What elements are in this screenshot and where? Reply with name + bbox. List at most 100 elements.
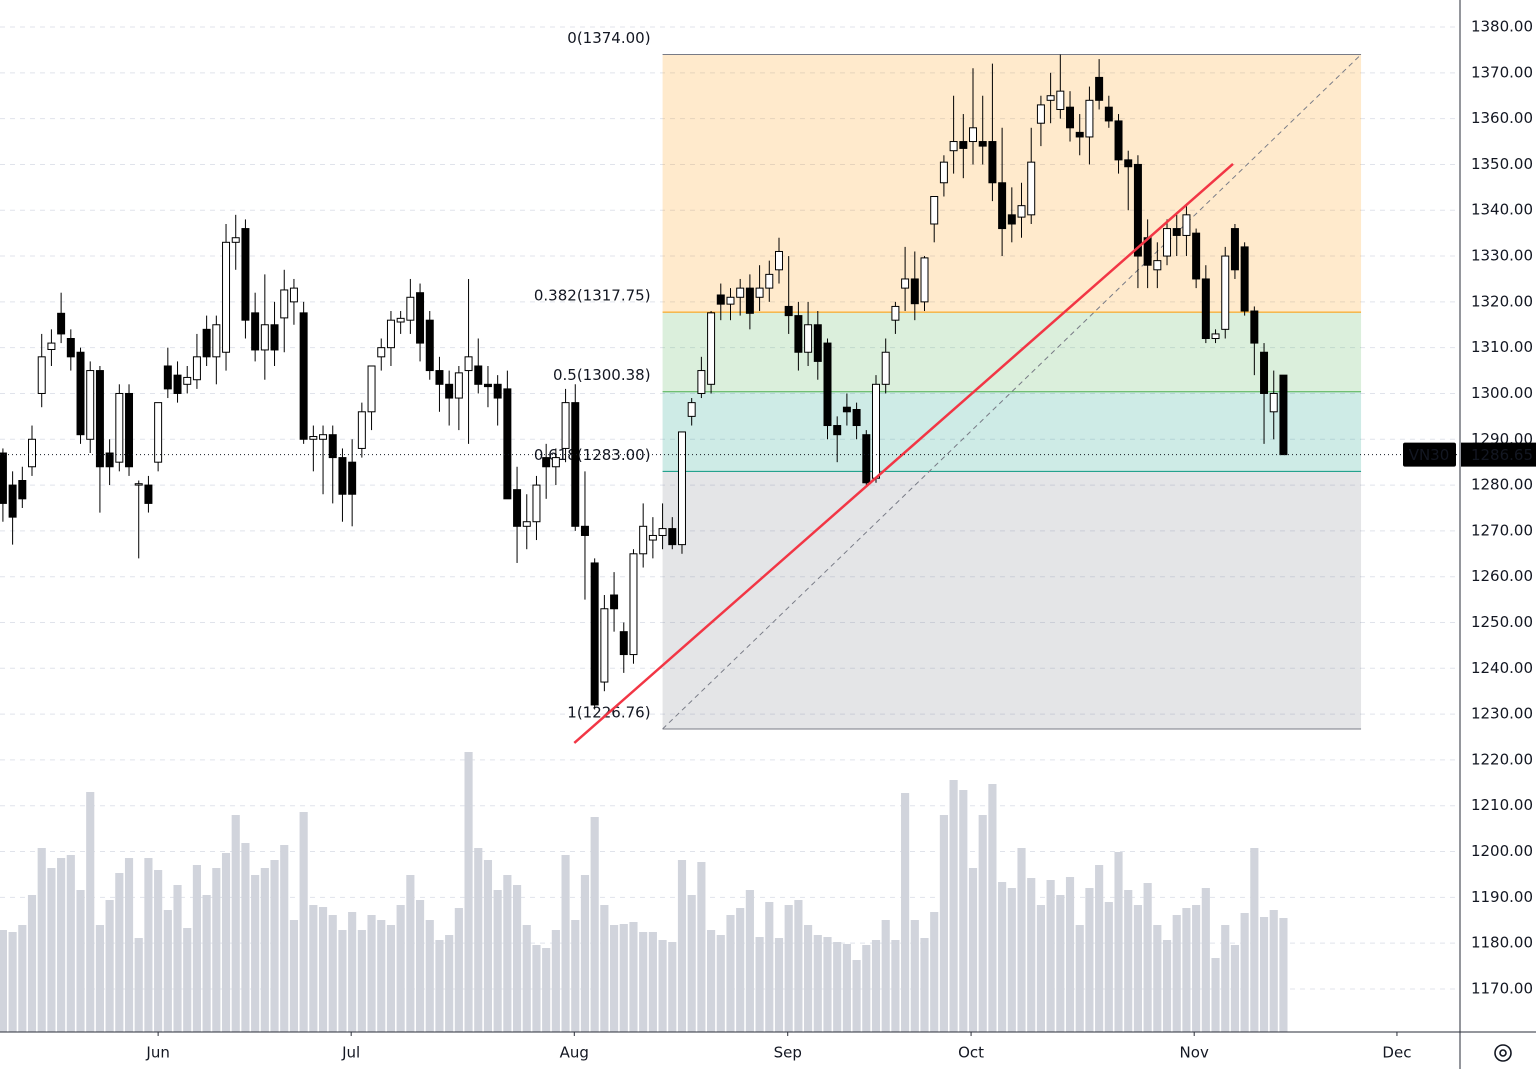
volume-bar xyxy=(231,815,240,1032)
fib-level-label: 0.5(1300.38) xyxy=(553,366,651,384)
x-tick-label: Jul xyxy=(341,1044,360,1062)
candle-body xyxy=(1279,374,1288,456)
y-tick-label: 1200.00 xyxy=(1471,842,1533,860)
y-tick-label: 1310.00 xyxy=(1471,338,1533,356)
candle-body xyxy=(406,296,415,321)
candle-body xyxy=(183,376,192,385)
y-tick-label: 1230.00 xyxy=(1471,705,1533,723)
candle-body xyxy=(212,324,221,358)
candle-body xyxy=(377,347,386,358)
candle-body xyxy=(299,312,308,440)
volume-bar xyxy=(1007,888,1016,1032)
candle-body xyxy=(483,383,492,388)
candle-body xyxy=(959,141,968,149)
x-tick-label: Sep xyxy=(774,1044,802,1062)
candle-body xyxy=(348,461,357,495)
y-tick-label: 1170.00 xyxy=(1471,979,1533,997)
volume-bar xyxy=(842,944,851,1032)
fib-level-label: 0(1374.00) xyxy=(567,29,650,47)
volume-bar xyxy=(396,905,405,1032)
candle-body xyxy=(76,351,85,436)
volume-bar xyxy=(968,868,978,1032)
y-tick-label: 1320.00 xyxy=(1471,292,1533,310)
volume-bar xyxy=(66,855,75,1032)
candle-body xyxy=(522,521,531,527)
volume-bar xyxy=(0,930,7,1032)
volume-bar xyxy=(532,945,541,1032)
y-tick-label: 1330.00 xyxy=(1471,247,1533,265)
volume-bar xyxy=(328,915,337,1032)
fibonacci-layer: 0(1374.00)0.382(1317.75)0.5(1300.38)0.61… xyxy=(534,29,1362,730)
candle-body xyxy=(726,296,735,305)
settings-button[interactable] xyxy=(1494,1044,1512,1062)
candle-body xyxy=(57,312,66,335)
volume-bar xyxy=(241,843,250,1032)
volume-bar xyxy=(512,885,522,1032)
volume-bar xyxy=(1133,905,1143,1032)
volume-bar xyxy=(134,938,143,1032)
x-tick-label: Jun xyxy=(145,1044,169,1062)
y-tick-label: 1190.00 xyxy=(1471,888,1533,906)
candle-body xyxy=(435,370,444,385)
candle-body xyxy=(222,241,231,353)
candle-body xyxy=(833,425,842,436)
candle-body xyxy=(280,289,289,319)
candle-body xyxy=(687,402,696,417)
volume-bar xyxy=(76,890,85,1032)
candle-body xyxy=(1095,76,1104,101)
volume-bar xyxy=(95,925,104,1032)
candle-body xyxy=(474,365,483,385)
volume-bar xyxy=(590,817,599,1032)
candle-body xyxy=(862,434,871,484)
volume-bar xyxy=(338,930,347,1032)
volume-bar xyxy=(37,848,46,1032)
candle-body xyxy=(648,534,657,541)
symbol-tag: VN30 xyxy=(1409,446,1450,464)
volume-bar xyxy=(765,902,774,1032)
candle-body xyxy=(872,383,880,479)
volume-bar xyxy=(1192,905,1201,1032)
candle-body xyxy=(8,484,17,518)
y-tick-label: 1250.00 xyxy=(1471,613,1533,631)
candle-body xyxy=(619,631,628,656)
volume-bar xyxy=(794,900,803,1032)
x-tick-label: Nov xyxy=(1180,1044,1209,1062)
volume-bar xyxy=(774,938,784,1032)
volume-bar xyxy=(474,848,483,1032)
x-tick-label: Aug xyxy=(560,1044,589,1062)
candle-body xyxy=(755,287,764,298)
candle-body xyxy=(930,196,939,225)
candle-body xyxy=(542,457,551,468)
candle-body xyxy=(18,480,27,500)
volume-bar xyxy=(57,858,66,1032)
candle-body xyxy=(658,528,667,536)
volume-bar xyxy=(105,900,114,1032)
candle-body xyxy=(47,342,56,350)
candle-body xyxy=(697,370,706,394)
volume-bar xyxy=(813,935,822,1032)
y-tick-label: 1360.00 xyxy=(1471,109,1533,127)
candle-body xyxy=(1153,260,1162,271)
candle-body xyxy=(289,287,298,303)
volume-bar xyxy=(348,912,357,1032)
y-tick-label: 1270.00 xyxy=(1471,521,1533,539)
volume-bar xyxy=(862,945,871,1032)
candle-body xyxy=(716,294,725,305)
candle-body xyxy=(1250,310,1259,344)
candle-body xyxy=(1027,161,1036,216)
candle-body xyxy=(192,356,201,381)
volume-bar xyxy=(86,792,95,1032)
volume-bar xyxy=(503,875,512,1032)
volume-bar xyxy=(367,915,376,1032)
volume-bar xyxy=(8,932,17,1032)
candle-body xyxy=(445,383,454,399)
volume-bar xyxy=(1279,918,1288,1032)
candle-body xyxy=(1066,106,1075,129)
volume-bar xyxy=(998,882,1007,1032)
candle-body xyxy=(95,370,104,468)
candle-body xyxy=(1201,278,1210,340)
candle-layer xyxy=(0,54,1288,710)
candle-body xyxy=(1124,159,1133,168)
candle-body xyxy=(1269,392,1278,413)
symbol-tag-bg xyxy=(1403,442,1456,467)
